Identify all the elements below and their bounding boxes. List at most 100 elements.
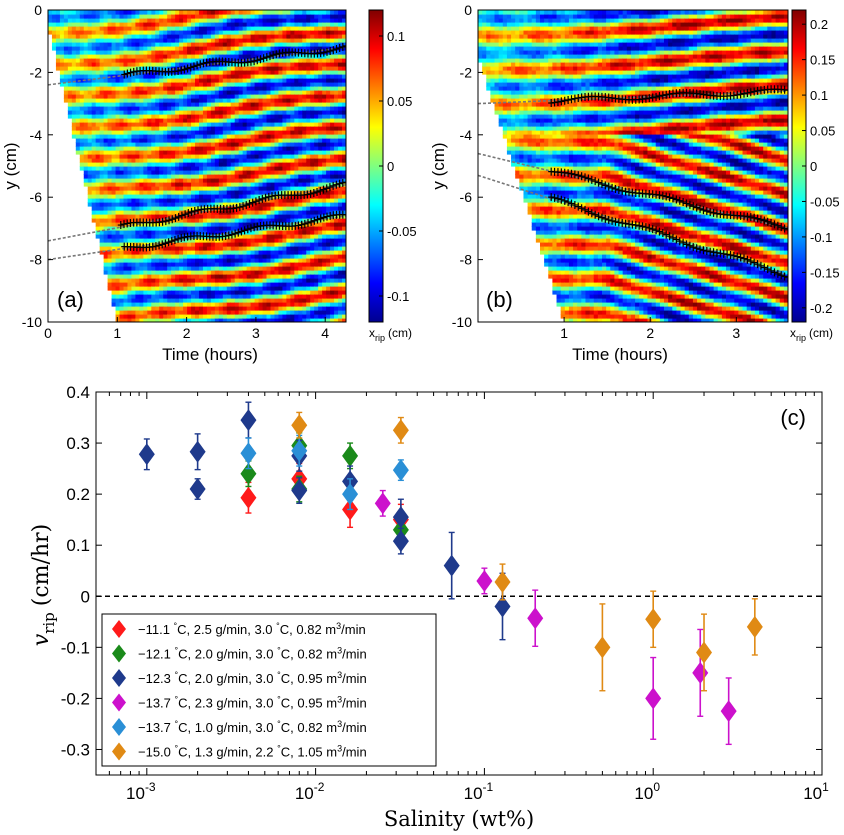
panel-b-track-mark bbox=[700, 246, 707, 255]
panel-b-fit-line-1 bbox=[478, 90, 788, 105]
panel-a-track-mark bbox=[273, 50, 280, 59]
panel-a-track-mark bbox=[333, 180, 340, 189]
panel-b-track-mark bbox=[781, 224, 788, 233]
panel-a-track-mark bbox=[295, 221, 302, 230]
panel-b: 1 2 30-2-4-6-8-10 (b) Time (hours) y (cm) … bbox=[429, 2, 840, 364]
panel-b-track-mark bbox=[568, 169, 575, 178]
legend-marker bbox=[112, 620, 126, 638]
panel-b-track-mark bbox=[561, 96, 568, 105]
panel-b-track-mark bbox=[571, 201, 578, 210]
panel-a-track-mark bbox=[172, 214, 179, 223]
panel-c-xtick-label: 101 bbox=[803, 780, 829, 803]
panel-b-track-mark bbox=[609, 183, 616, 192]
panel-c-ylabel-unit: (cm/hr) bbox=[29, 524, 54, 606]
panel-a-track-mark bbox=[260, 54, 267, 63]
data-point-diamond bbox=[746, 615, 763, 638]
panel-a-track-mark bbox=[169, 215, 176, 224]
panel-c-ylabel-main: v bbox=[29, 633, 54, 646]
panel-a-track-mark bbox=[251, 57, 258, 66]
data-point-diamond bbox=[291, 439, 308, 462]
panel-b-ylabel: y (cm) bbox=[429, 142, 448, 189]
panel-a-track-mark bbox=[308, 217, 315, 226]
legend-marker bbox=[112, 669, 126, 687]
panel-a-track-mark bbox=[304, 190, 311, 199]
panel-a-fit-line-2 bbox=[48, 183, 346, 242]
panel-a-track-mark bbox=[336, 43, 343, 52]
legend-label: −13.7 °C, 2.3 g/min, 3.0 °C, 0.95 m3/min bbox=[138, 695, 367, 711]
colorbar-b-label-sub: rip bbox=[796, 333, 806, 343]
panel-b-track-mark bbox=[649, 93, 656, 102]
panel-b-xlabel: Time (hours) bbox=[572, 345, 668, 364]
panel-b-track-mark bbox=[659, 191, 666, 200]
panel-b-track-mark bbox=[697, 204, 704, 213]
panel-a-track-mark bbox=[298, 220, 305, 229]
panel-a-track-mark bbox=[265, 192, 272, 201]
colorbar-b-tick-label: -0.15 bbox=[810, 265, 840, 280]
legend-marker bbox=[112, 693, 126, 712]
panel-b-xtick-label: 3 bbox=[732, 325, 740, 341]
panel-a-track-mark bbox=[246, 199, 253, 208]
panel-a-track-mark bbox=[187, 63, 194, 72]
panel-b-track-mark bbox=[710, 208, 717, 217]
panel-b-track-mark bbox=[747, 213, 754, 222]
panel-a-track-mark bbox=[339, 178, 346, 187]
data-point-diamond bbox=[527, 607, 544, 630]
panel-a-track-mark bbox=[156, 241, 163, 250]
data-point-diamond bbox=[645, 687, 662, 710]
colorbar-a-tick-label: 0 bbox=[387, 159, 394, 174]
panel-a-track-mark bbox=[233, 203, 240, 212]
series-4 bbox=[374, 489, 737, 746]
fit-lines-a bbox=[48, 41, 346, 261]
panel-a-track-mark bbox=[182, 210, 189, 219]
panel-a-track-mark bbox=[236, 203, 243, 212]
panel-a-track-mark bbox=[228, 230, 235, 239]
panel-a-track-mark bbox=[249, 198, 256, 207]
panel-a-track-mark bbox=[343, 210, 346, 219]
colorbar-a-ticks: 0.1 0.05 0 -0.05 -0.1 bbox=[379, 29, 417, 304]
panel-b-track-mark bbox=[785, 86, 788, 95]
panel-a-track-mark bbox=[162, 239, 169, 248]
legend-item: −11.1 °C, 2.5 g/min, 3.0 °C, 0.82 m3/min bbox=[112, 620, 366, 638]
panel-a-track-mark bbox=[320, 48, 327, 57]
panel-a-track-mark bbox=[330, 181, 337, 190]
panel-b-track-mark bbox=[693, 244, 700, 253]
data-point-diamond bbox=[291, 479, 308, 502]
panel-a-track-mark bbox=[314, 188, 321, 197]
panel-a-track-mark bbox=[171, 235, 178, 244]
panel-b-track-mark bbox=[656, 92, 663, 101]
data-point-diamond bbox=[720, 700, 737, 723]
panel-c: 0.4 0.3 0.2 0.1 0 -0.1 -0.2 -0.3 10-3 10-2 10-1 100… bbox=[29, 383, 829, 831]
legend-label: −12.1 °C, 2.0 g/min, 3.0 °C, 0.82 m3/min bbox=[138, 646, 367, 662]
panel-b-ytick-label: -8 bbox=[460, 252, 473, 268]
panel-b-track-mark bbox=[612, 217, 619, 226]
panel-b-ytick-label: -10 bbox=[452, 314, 472, 330]
panel-b-track-mark bbox=[761, 216, 768, 225]
colorbar-b-label: xrip (cm) bbox=[790, 326, 833, 343]
panel-b-track-mark bbox=[669, 194, 676, 203]
panel-a: 0 1 2 3 4 0 -2 -4 -6 -8 -10 (a) Time (hours) y (cm… bbox=[1, 2, 417, 364]
panel-b-track-mark bbox=[778, 271, 785, 280]
colorbar-a-tick-label: -0.05 bbox=[387, 224, 417, 239]
panel-a-track-mark bbox=[343, 178, 346, 187]
panel-b-track-mark bbox=[764, 217, 771, 226]
panel-b-track-mark bbox=[700, 206, 707, 215]
panel-b-track-mark bbox=[686, 200, 693, 209]
colorbar-a-tick-label: 0.05 bbox=[387, 94, 412, 109]
panel-a-track-mark bbox=[120, 220, 127, 229]
panel-b-track-mark bbox=[585, 207, 592, 216]
panel-b-track-mark bbox=[771, 268, 778, 277]
panel-c-label: (c) bbox=[780, 405, 806, 430]
panel-a-track-mark bbox=[238, 227, 245, 236]
panel-a-track-mark bbox=[339, 42, 346, 51]
panel-b-track-mark bbox=[548, 193, 555, 202]
panel-b-track-mark bbox=[615, 218, 622, 227]
panel-b-track-mark bbox=[693, 203, 700, 212]
colorbar-a-label-unit: (cm) bbox=[388, 326, 412, 340]
panel-a-ytick-label: -6 bbox=[30, 189, 43, 205]
panel-b-track-mark bbox=[588, 209, 595, 218]
panel-b-track-mark bbox=[741, 89, 748, 98]
panel-b-track-mark bbox=[781, 272, 788, 281]
panel-b-track-mark bbox=[565, 95, 572, 104]
panel-a-track-mark bbox=[235, 228, 242, 237]
colorbar-b-tick-label: -0.2 bbox=[810, 301, 832, 316]
